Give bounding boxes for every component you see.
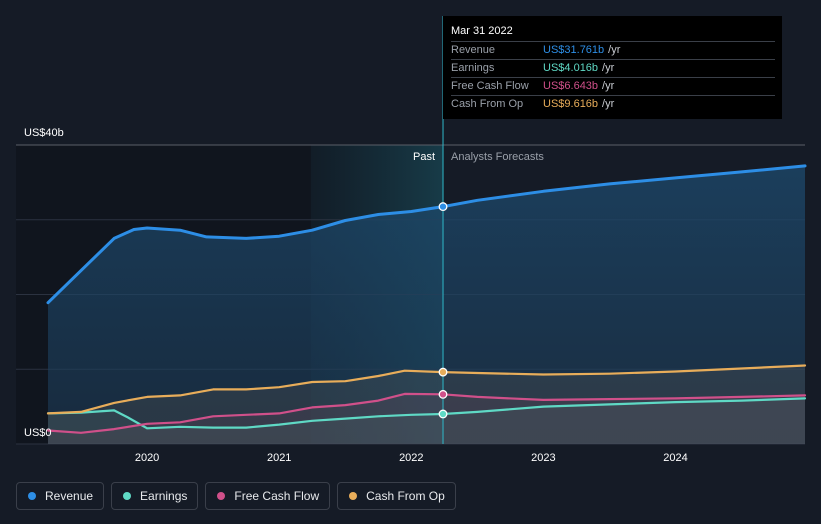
fcf-line [46, 392, 807, 434]
x-tick-label: 2020 [135, 452, 159, 464]
legend-label: Earnings [140, 489, 188, 503]
tooltip-markers [438, 202, 448, 419]
x-tick-label: 2024 [663, 452, 687, 464]
y-axis-top-label: US$40b [24, 127, 64, 139]
tooltip-row-unit: /yr [602, 80, 615, 92]
past-label: Past [413, 151, 435, 163]
fcf-marker [438, 389, 448, 399]
series-lines [46, 164, 807, 434]
legend-dot-icon [28, 492, 36, 500]
legend-dot-icon [349, 492, 358, 500]
x-tick-label: 2022 [399, 452, 423, 464]
cfo-area [48, 365, 805, 444]
tooltip-row-label: Earnings [451, 62, 495, 74]
legend-label: Cash From Op [366, 489, 445, 503]
forecast-label: Analysts Forecasts [451, 151, 544, 163]
tooltip-row-value: US$31.761b [543, 44, 605, 56]
tooltip-row-label: Revenue [451, 44, 496, 56]
tooltip-row-unit: /yr [602, 98, 615, 110]
tooltip-row-value: US$9.616b [543, 98, 599, 110]
legend-label: Revenue [45, 489, 94, 503]
x-tick-label: 2023 [531, 452, 555, 464]
revenue-line [46, 164, 807, 305]
legend-dot-icon [217, 492, 226, 500]
tooltip-row-value: US$4.016b [543, 62, 599, 74]
tooltip-row-label: Cash From Op [451, 98, 524, 110]
legend-item-cash-from-op[interactable]: Cash From Op [337, 482, 456, 510]
earnings-marker [438, 409, 448, 419]
revenue-marker [438, 202, 448, 212]
tooltip-row-unit: /yr [608, 44, 621, 56]
fcf-area [48, 393, 805, 444]
tooltip-row: Revenue US$31.761b/yr [451, 41, 775, 59]
tooltip-row: Free Cash Flow US$6.643b/yr [451, 77, 775, 95]
y-axis-bottom-label: US$0 [24, 427, 52, 439]
tooltip-row: Earnings US$4.016b/yr [451, 59, 775, 77]
tooltip-row-label: Free Cash Flow [451, 80, 529, 92]
cfo-line [46, 364, 807, 415]
legend-label: Free Cash Flow [234, 489, 320, 503]
legend: Revenue Earnings Free Cash Flow Cash From O… [16, 482, 463, 510]
legend-item-free-cash-flow[interactable]: Free Cash Flow [205, 482, 331, 510]
earnings-line [46, 397, 807, 430]
legend-dot-icon [123, 492, 132, 500]
tooltip-row: Cash From Op US$9.616b/yr [451, 95, 775, 113]
x-axis-ticks: 2020 2021 2022 2023 2024 [135, 452, 688, 464]
legend-item-earnings[interactable]: Earnings [111, 482, 199, 510]
legend-item-revenue[interactable]: Revenue [16, 482, 105, 510]
x-tick-label: 2021 [267, 452, 291, 464]
tooltip-row-unit: /yr [602, 62, 615, 74]
tooltip: Mar 31 2022 Revenue US$31.761b/yr Earnings… [443, 16, 782, 119]
earnings-area [48, 398, 805, 444]
tooltip-row-value: US$6.643b [543, 80, 599, 92]
cfo-marker [438, 367, 448, 377]
tooltip-date: Mar 31 2022 [451, 25, 513, 37]
